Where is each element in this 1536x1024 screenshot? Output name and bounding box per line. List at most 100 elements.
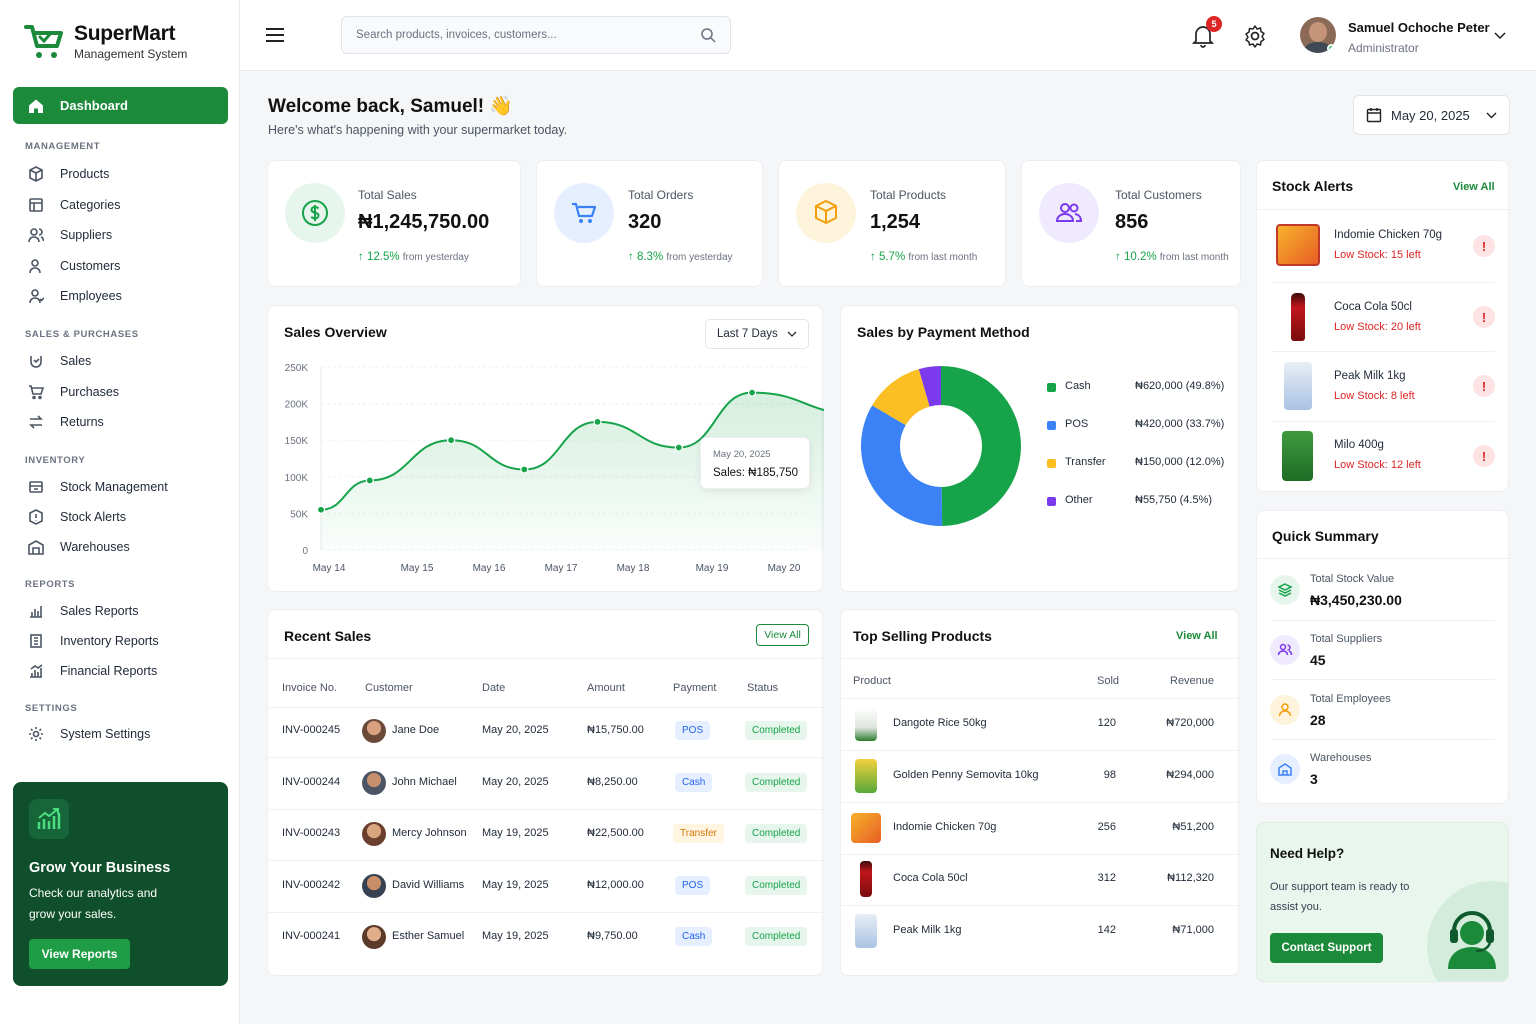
top-selling-view-all-link[interactable]: View All xyxy=(1176,630,1218,642)
app-logo[interactable]: SuperMart Management System xyxy=(24,22,187,61)
kpi-total-products[interactable]: Total Products 1,254 ↑ 5.7% from last mo… xyxy=(778,160,1006,287)
sidebar-item-customers[interactable]: Customers xyxy=(28,255,120,277)
kpi-label: Total Orders xyxy=(628,188,694,202)
menu-icon[interactable] xyxy=(265,27,285,46)
layers-icon xyxy=(1270,575,1300,605)
sales-icon xyxy=(30,356,42,368)
summary-label: Total Suppliers xyxy=(1310,633,1383,645)
data-point[interactable] xyxy=(674,443,683,452)
alert-product-status: Low Stock: 8 left xyxy=(1334,390,1415,402)
sidebar-item-categories[interactable]: Categories xyxy=(28,194,120,216)
sidebar-item-label: Stock Alerts xyxy=(60,510,126,524)
alert-product-status: Low Stock: 12 left xyxy=(1334,459,1421,471)
legend-label: Cash xyxy=(1065,380,1091,392)
customer-name: Mercy Johnson xyxy=(392,827,467,839)
sidebar-item-inventory-reports[interactable]: Inventory Reports xyxy=(28,630,159,652)
warehouse-icon xyxy=(28,540,44,555)
column-header: Payment xyxy=(673,682,717,694)
donut-slice-transfer[interactable] xyxy=(872,369,930,426)
suppliers-icon xyxy=(1270,635,1300,665)
data-point[interactable] xyxy=(593,417,602,427)
help-card: Need Help? Our support team is ready to … xyxy=(1256,822,1509,982)
donut-slice-pos[interactable] xyxy=(861,405,943,526)
kpi-label: Total Products xyxy=(870,188,947,202)
product-image xyxy=(855,758,877,793)
stock-alerts-view-all-link[interactable]: View All xyxy=(1453,181,1495,193)
recent-sales-view-all-button[interactable]: View All xyxy=(756,624,809,646)
sidebar-item-financial-reports[interactable]: Financial Reports xyxy=(28,660,157,682)
sidebar-item-label: Sales xyxy=(60,354,92,368)
product-revenue: ₦71,000 xyxy=(1172,924,1214,937)
invoice-number: INV-000241 xyxy=(282,930,341,942)
kpi-total-customers[interactable]: Total Customers 856 ↑ 10.2% from last mo… xyxy=(1021,160,1241,287)
settings-gear-icon[interactable] xyxy=(1243,24,1267,51)
user-avatar[interactable] xyxy=(1300,17,1336,53)
data-point[interactable] xyxy=(747,388,757,397)
section-inventory: INVENTORY xyxy=(25,455,86,466)
status-badge: Completed xyxy=(745,927,808,946)
sale-date: May 19, 2025 xyxy=(482,827,549,839)
sidebar-item-stock-management[interactable]: Stock Management xyxy=(28,476,168,498)
sidebar-item-products[interactable]: Products xyxy=(28,163,109,185)
sidebar-item-returns[interactable]: Returns xyxy=(28,411,104,433)
search-icon xyxy=(701,28,716,43)
card-title: Sales Overview xyxy=(284,324,387,340)
promo-card: Grow Your Business Check our analytics a… xyxy=(13,782,228,986)
date-picker[interactable]: May 20, 2025 xyxy=(1353,95,1510,135)
summary-value: 3 xyxy=(1310,771,1318,787)
summary-label: Warehouses xyxy=(1310,752,1372,764)
sidebar-item-suppliers[interactable]: Suppliers xyxy=(28,224,112,246)
sidebar-item-warehouses[interactable]: Warehouses xyxy=(28,536,130,558)
y-tick-label: 50K xyxy=(290,509,308,520)
legend-label: POS xyxy=(1065,418,1089,430)
sidebar-item-dashboard[interactable]: Dashboard xyxy=(13,87,228,124)
product-revenue: ₦294,000 xyxy=(1166,768,1214,781)
donut-slice-cash[interactable] xyxy=(941,366,1022,526)
data-point[interactable] xyxy=(316,505,326,514)
payment-badge: Cash xyxy=(675,927,713,946)
range-value: Last 7 Days xyxy=(717,328,778,340)
sale-amount: ₦8,250.00 xyxy=(587,775,638,788)
range-select[interactable]: Last 7 Days xyxy=(705,319,809,349)
avatar xyxy=(362,770,386,795)
kpi-total-orders[interactable]: Total Orders 320 ↑ 8.3% from yesterday xyxy=(536,160,763,287)
product-name: Indomie Chicken 70g xyxy=(893,820,997,833)
chevron-down-icon[interactable] xyxy=(1494,28,1506,43)
customer-name: John Michael xyxy=(392,775,457,788)
data-point[interactable] xyxy=(520,465,529,474)
donut-slice-other[interactable] xyxy=(918,366,941,407)
sidebar-item-purchases[interactable]: Purchases xyxy=(28,381,119,403)
card-title: Top Selling Products xyxy=(853,628,992,644)
legend-value: ₦420,000 (33.7%) xyxy=(1135,418,1225,430)
sidebar-item-sales[interactable]: Sales xyxy=(28,350,91,372)
sale-date: May 19, 2025 xyxy=(482,930,549,942)
kpi-total-sales[interactable]: Total Sales ₦1,245,750.00 ↑ 12.5% from y… xyxy=(267,160,521,287)
sidebar: SuperMart Management System Dashboard MA… xyxy=(0,0,240,1024)
alert-box-icon xyxy=(29,509,43,525)
top-selling-card: Top Selling Products View All Product So… xyxy=(840,609,1240,976)
column-header: Sold xyxy=(1097,675,1120,687)
sidebar-item-employees[interactable]: Employees xyxy=(28,285,122,307)
notification-bell-icon[interactable]: 5 xyxy=(1191,16,1222,51)
payment-badge: POS xyxy=(675,721,711,740)
data-point[interactable] xyxy=(365,476,374,485)
box-icon xyxy=(29,166,43,182)
view-reports-button[interactable]: View Reports xyxy=(29,939,130,969)
sidebar-item-sales-reports[interactable]: Sales Reports xyxy=(28,600,139,622)
sidebar-item-system-settings[interactable]: System Settings xyxy=(28,723,150,745)
sidebar-item-stock-alerts[interactable]: Stock Alerts xyxy=(28,506,126,528)
legend-swatch xyxy=(1047,497,1056,506)
sale-amount: ₦12,000.00 xyxy=(587,878,644,891)
data-point[interactable] xyxy=(447,436,456,445)
kpi-value: ₦1,245,750.00 xyxy=(358,211,490,233)
contact-support-button[interactable]: Contact Support xyxy=(1270,933,1383,963)
peak-milk-product-image xyxy=(1284,362,1312,410)
y-tick-label: 100K xyxy=(285,473,309,484)
section-settings: SETTINGS xyxy=(25,703,78,714)
payment-badge: Transfer xyxy=(673,824,724,843)
avatar xyxy=(362,873,386,898)
search-input[interactable]: Search products, invoices, customers... xyxy=(341,16,731,54)
legend-swatch xyxy=(1047,421,1056,430)
promo-text: Check our analytics and grow your sales. xyxy=(29,886,158,921)
wave-emoji: 👋 xyxy=(489,96,514,117)
